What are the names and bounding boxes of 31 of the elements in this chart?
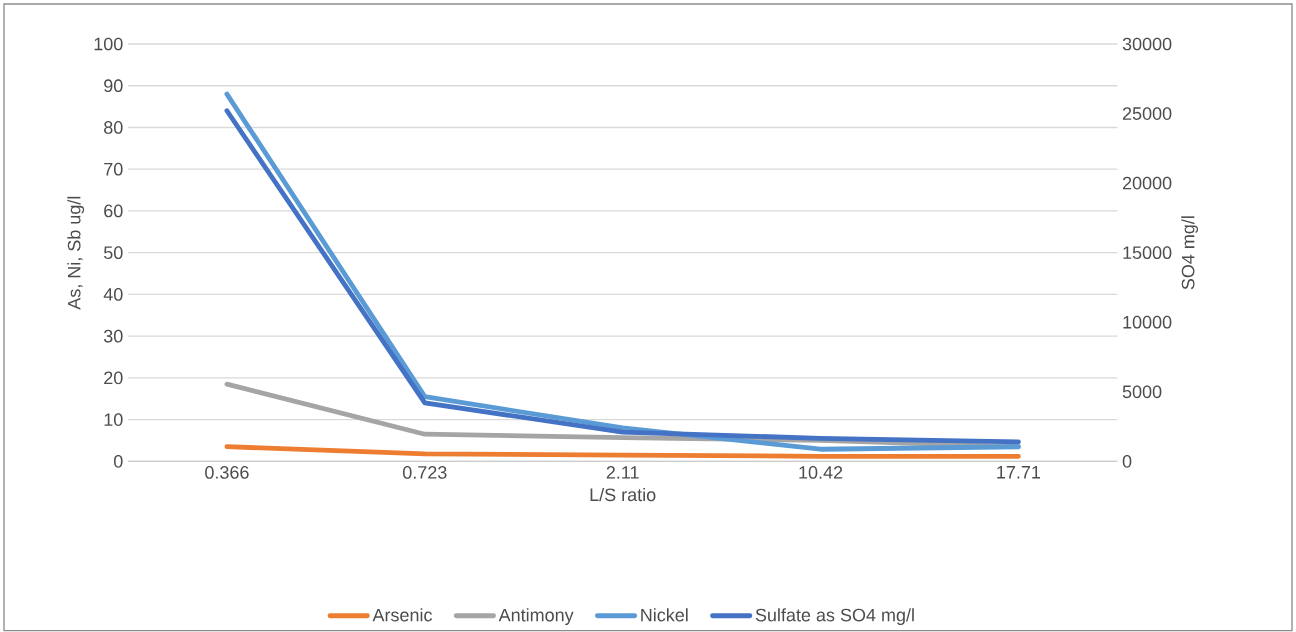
x-axis-title: L/S ratio — [590, 487, 656, 502]
legend-label: Nickel — [641, 608, 688, 622]
y2-tick-label: 5000 — [1122, 385, 1162, 399]
y-tick-label: 70 — [104, 162, 123, 176]
x-tick-label: 0.723 — [402, 466, 447, 479]
y-tick-label: 0 — [113, 454, 123, 468]
x-tick-label: 10.42 — [799, 466, 843, 479]
y-tick-label: 30 — [103, 329, 123, 343]
y2-tick-label: 10000 — [1123, 315, 1172, 329]
x-tick-label: 2.11 — [606, 466, 639, 479]
y-tick-label: 80 — [104, 121, 123, 134]
y-tick-label: 20 — [104, 371, 123, 385]
y-tick-label: 40 — [103, 288, 123, 301]
legend-label: Antimony — [498, 608, 574, 626]
y-tick-label: 100 — [94, 37, 123, 51]
y-axis-title: As, Ni, Sb ug/l — [67, 196, 85, 310]
legend-label: Sulfate as SO4 mg/l — [755, 608, 914, 626]
line-series — [224, 444, 1021, 459]
y2-tick-label: 20000 — [1122, 176, 1172, 190]
y2-axis-title: SO4 mg/l — [1181, 216, 1199, 290]
y-tick-label: 10 — [104, 413, 123, 426]
x-tick-label: 0.366 — [205, 466, 249, 479]
y2-tick-label: 0 — [1122, 454, 1132, 468]
y-tick-label: 50 — [103, 246, 123, 260]
y-tick-label: 60 — [104, 204, 123, 218]
y2-tick-label: 30000 — [1122, 37, 1172, 51]
x-tick-label: 17.71 — [997, 466, 1041, 479]
y2-tick-label: 15000 — [1123, 246, 1172, 260]
y-tick-label: 90 — [104, 79, 123, 93]
y2-tick-label: 25000 — [1122, 107, 1172, 120]
legend-label: Arsenic — [372, 608, 433, 622]
